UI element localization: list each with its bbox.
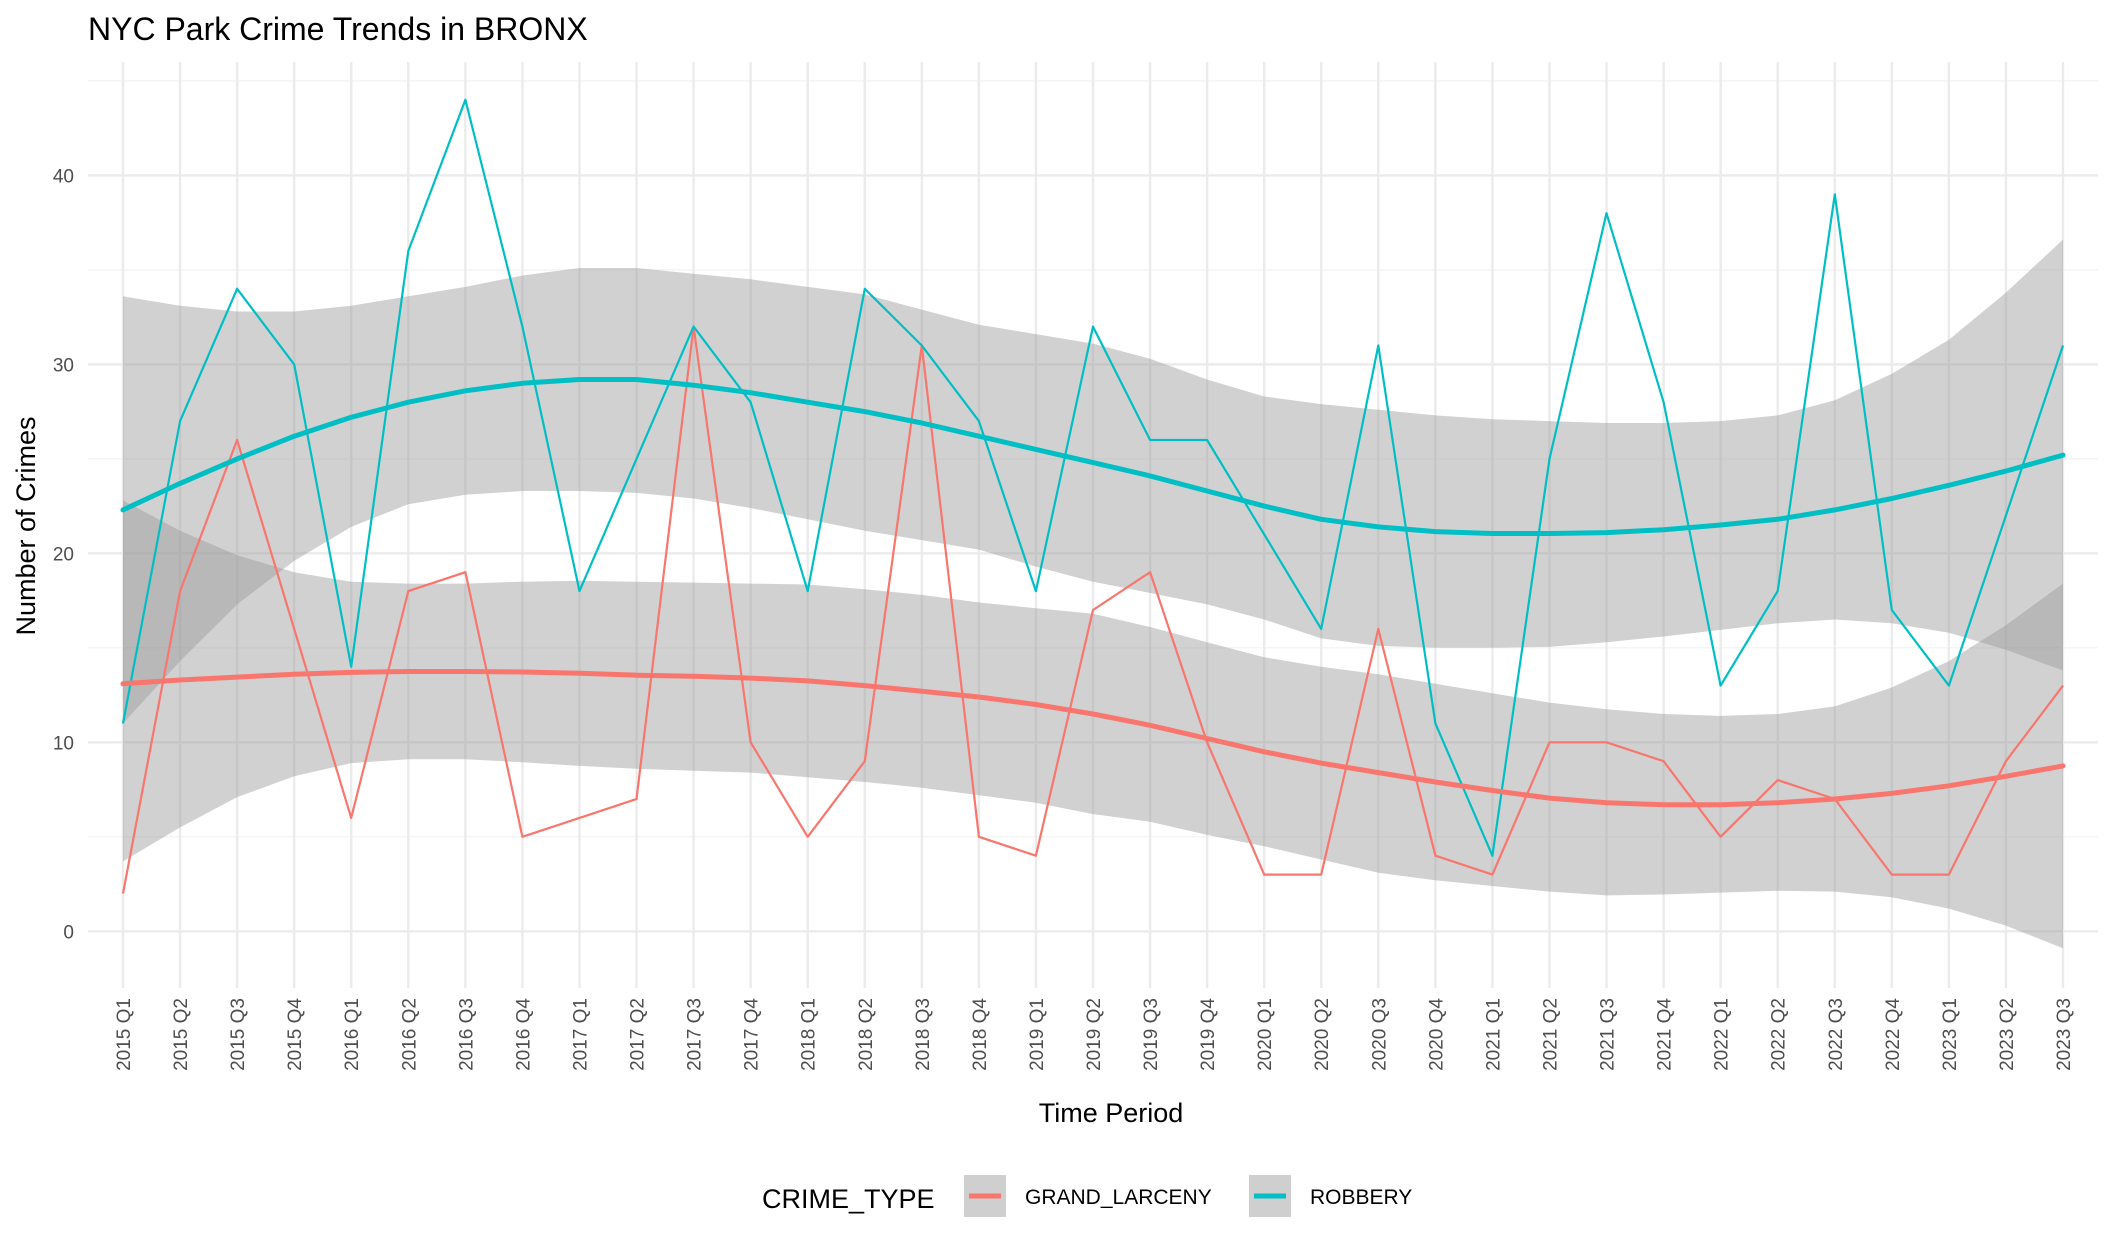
series-lines <box>121 98 2065 894</box>
y-tick-label: 0 <box>63 922 74 943</box>
legend-label: ROBBERY <box>1310 1186 1412 1209</box>
x-tick-label: 2020 Q2 <box>1312 998 1333 1071</box>
x-tick-label: 2017 Q3 <box>685 998 706 1071</box>
legend-label: GRAND_LARCENY <box>1025 1186 1212 1209</box>
x-tick-label: 2016 Q1 <box>342 998 363 1071</box>
trend-line <box>120 669 2066 808</box>
x-tick-label: 2015 Q2 <box>171 998 192 1071</box>
x-tick-label: 2016 Q4 <box>513 998 534 1071</box>
x-tick-label: 2022 Q4 <box>1883 998 1904 1071</box>
x-axis-title: Time Period <box>1039 1098 1184 1128</box>
x-tick-label: 2021 Q4 <box>1655 998 1676 1071</box>
x-tick-label: 2015 Q3 <box>228 998 249 1071</box>
x-tick-label: 2018 Q3 <box>913 998 934 1071</box>
grid <box>88 62 2098 988</box>
x-tick-label: 2022 Q1 <box>1712 998 1733 1071</box>
x-tick-label: 2023 Q1 <box>1940 998 1961 1071</box>
x-tick-label: 2022 Q3 <box>1826 998 1847 1071</box>
y-tick-label: 20 <box>53 544 74 565</box>
y-tick-label: 10 <box>53 733 74 754</box>
confidence-band <box>123 239 2063 724</box>
legend: CRIME_TYPE GRAND_LARCENY ROBBERY <box>762 1175 1412 1217</box>
x-tick-label: 2021 Q1 <box>1483 998 1504 1071</box>
y-tick-label: 30 <box>53 355 74 376</box>
x-axis-ticks: 2015 Q1 2015 Q2 2015 Q3 2015 Q4 2016 Q1 2016 … <box>114 998 2075 1071</box>
x-tick-label: 2017 Q2 <box>628 998 649 1071</box>
x-tick-label: 2020 Q1 <box>1255 998 1276 1071</box>
x-tick-label: 2021 Q2 <box>1540 998 1561 1071</box>
x-tick-label: 2018 Q2 <box>856 998 877 1071</box>
y-axis-title: Number of Crimes <box>11 416 41 635</box>
x-tick-label: 2016 Q3 <box>456 998 477 1071</box>
y-tick-label: 40 <box>53 166 74 187</box>
x-tick-label: 2023 Q3 <box>2054 998 2075 1071</box>
x-tick-label: 2019 Q3 <box>1141 998 1162 1071</box>
trend-line <box>120 377 2066 536</box>
x-tick-label: 2019 Q1 <box>1027 998 1048 1071</box>
x-tick-label: 2015 Q4 <box>285 998 306 1071</box>
x-tick-label: 2020 Q4 <box>1426 998 1447 1071</box>
x-tick-label: 2019 Q2 <box>1084 998 1105 1071</box>
series-line <box>121 325 2064 894</box>
confidence-bands <box>123 239 2063 949</box>
chart-title: NYC Park Crime Trends in BRONX <box>88 11 588 47</box>
legend-item: GRAND_LARCENY <box>964 1175 1212 1217</box>
series-line <box>121 98 2065 857</box>
x-tick-label: 2023 Q2 <box>1997 998 2018 1071</box>
x-tick-label: 2015 Q1 <box>114 998 135 1071</box>
x-tick-label: 2021 Q3 <box>1598 998 1619 1071</box>
smooth-lines <box>120 377 2066 808</box>
confidence-band <box>123 500 2063 949</box>
legend-title: CRIME_TYPE <box>762 1184 935 1214</box>
legend-item: ROBBERY <box>1249 1175 1412 1217</box>
x-tick-label: 2017 Q1 <box>570 998 591 1071</box>
x-tick-label: 2022 Q2 <box>1769 998 1790 1071</box>
x-tick-label: 2018 Q4 <box>970 998 991 1071</box>
x-tick-label: 2020 Q3 <box>1369 998 1390 1071</box>
x-tick-label: 2017 Q4 <box>742 998 763 1071</box>
x-tick-label: 2016 Q2 <box>399 998 420 1071</box>
x-tick-label: 2019 Q4 <box>1198 998 1219 1071</box>
x-tick-label: 2018 Q1 <box>799 998 820 1071</box>
y-axis-ticks: 0 10 20 30 40 <box>53 166 74 943</box>
